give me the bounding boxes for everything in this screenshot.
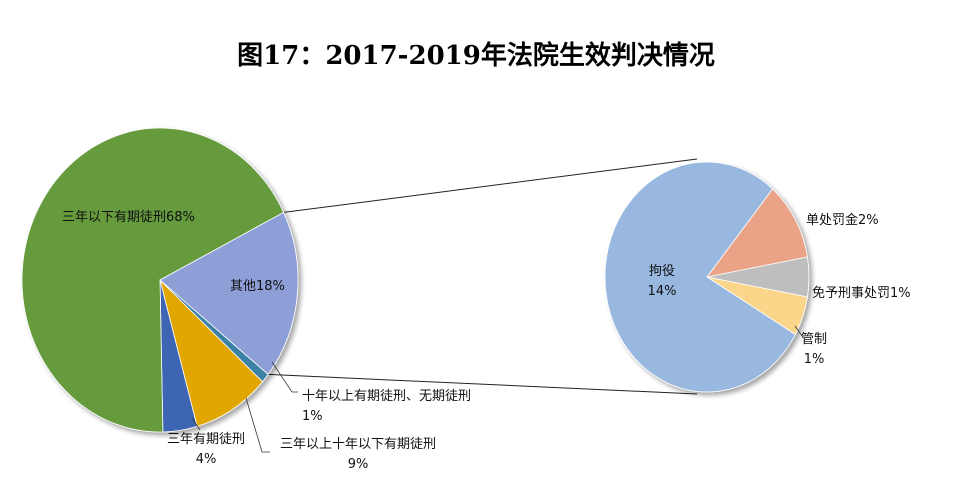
connector-lines	[268, 158, 698, 395]
secondary-slice-detention	[604, 161, 796, 393]
chart-title: 图17：2017-2019年法院生效判决情况	[237, 40, 715, 71]
leader-three-to-ten	[245, 397, 270, 453]
secondary-slice-fine_only	[706, 188, 808, 278]
main-label-below_three: 三年以下有期徒刑68%	[62, 210, 195, 225]
connector-bottom	[268, 373, 698, 395]
secondary-label-exempt: 免予刑事处罚1%	[812, 286, 911, 301]
main-label-under_three_years: 三年有期徒刑 4%	[167, 432, 245, 467]
connector-top	[283, 158, 698, 213]
data-labels: 三年以上十年以下有期徒刑 9% 三年有期徒刑 4% 三年以下有期徒刑68% 其他18% 十年…	[62, 210, 911, 472]
leader-surveillance	[794, 325, 803, 337]
main-label-other: 其他18%	[230, 279, 285, 294]
secondary-label-detention: 拘役 14%	[648, 264, 677, 299]
main-pie	[21, 127, 299, 433]
main-slice-three_to_ten	[159, 278, 264, 427]
main-slice-below_three	[21, 127, 285, 433]
main-slice-other	[159, 211, 299, 376]
secondary-label-fine_only: 单处罚金2%	[806, 212, 879, 228]
secondary-pie	[604, 161, 810, 393]
secondary-label-surveillance: 管制 1%	[801, 332, 827, 367]
main-label-over_ten_life: 十年以上有期徒刑、无期徒刑 1%	[302, 389, 471, 424]
leader-under-three	[191, 417, 201, 431]
leader-over-ten	[271, 361, 298, 393]
main-slice-over_ten_life	[159, 279, 269, 383]
main-label-three_to_ten: 三年以上十年以下有期徒刑 9%	[280, 437, 436, 472]
